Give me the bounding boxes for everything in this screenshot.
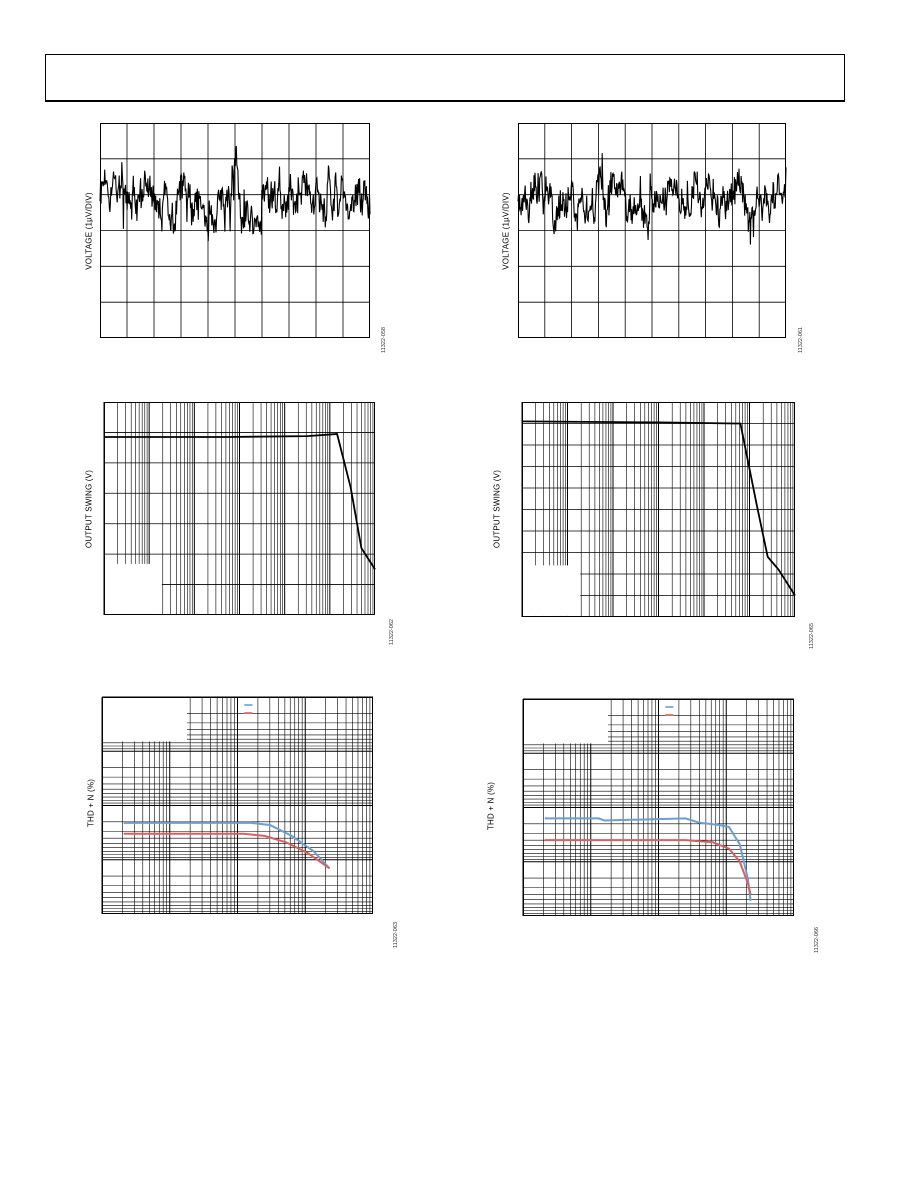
noise-right-ylabel: VOLTAGE (1µV/DIV) [501, 192, 511, 270]
noise-left-ylabel: VOLTAGE (1µV/DIV) [84, 192, 94, 270]
noise-left-figure-id: 11322-058 [381, 327, 387, 353]
swing-right-figure-id: 11322-065 [809, 623, 815, 649]
thd-left-series-line-1 [123, 821, 331, 870]
swing-right-ylabel: OUTPUT SWING (V) [492, 469, 502, 549]
noise-right-chart [517, 123, 787, 338]
thd-right-legend-box [524, 700, 609, 744]
thd-left-series-line-2 [123, 832, 331, 870]
thd-right-frame [523, 699, 794, 916]
swing-right-frame [522, 402, 795, 617]
swing-right-legend-box [523, 565, 581, 616]
thd-left-legend-box [103, 698, 188, 742]
swing-left-frame [104, 402, 375, 615]
thd-right-series-line-1 [544, 817, 752, 901]
swing-left-legend-box [105, 563, 162, 614]
thd-right-chart [522, 698, 794, 916]
swing-right-series-line [521, 420, 796, 596]
page-header-box [45, 54, 845, 102]
thd-right-ylabel: THD + N (%) [486, 781, 496, 831]
noise-left-chart [99, 123, 371, 338]
swing-left-figure-id: 11322-062 [389, 619, 395, 645]
thd-left-chart [101, 696, 373, 914]
thd-right-series-line-2 [544, 839, 752, 895]
noise-left-frame [100, 123, 370, 338]
thd-left-figure-id: 11322-063 [393, 922, 399, 948]
noise-right-series-line [517, 153, 787, 245]
swing-left-ylabel: OUTPUT SWING (V) [84, 469, 94, 549]
swing-left-chart [103, 402, 376, 615]
swing-left-series-line [104, 433, 376, 570]
thd-right-figure-id: 11322-066 [814, 927, 820, 953]
noise-right-frame [518, 123, 786, 338]
swing-right-chart [521, 402, 796, 617]
noise-left-series-line [99, 145, 371, 242]
noise-right-figure-id: 11322-061 [798, 327, 804, 353]
thd-left-ylabel: THD + N (%) [86, 778, 96, 828]
thd-left-frame [102, 697, 373, 914]
